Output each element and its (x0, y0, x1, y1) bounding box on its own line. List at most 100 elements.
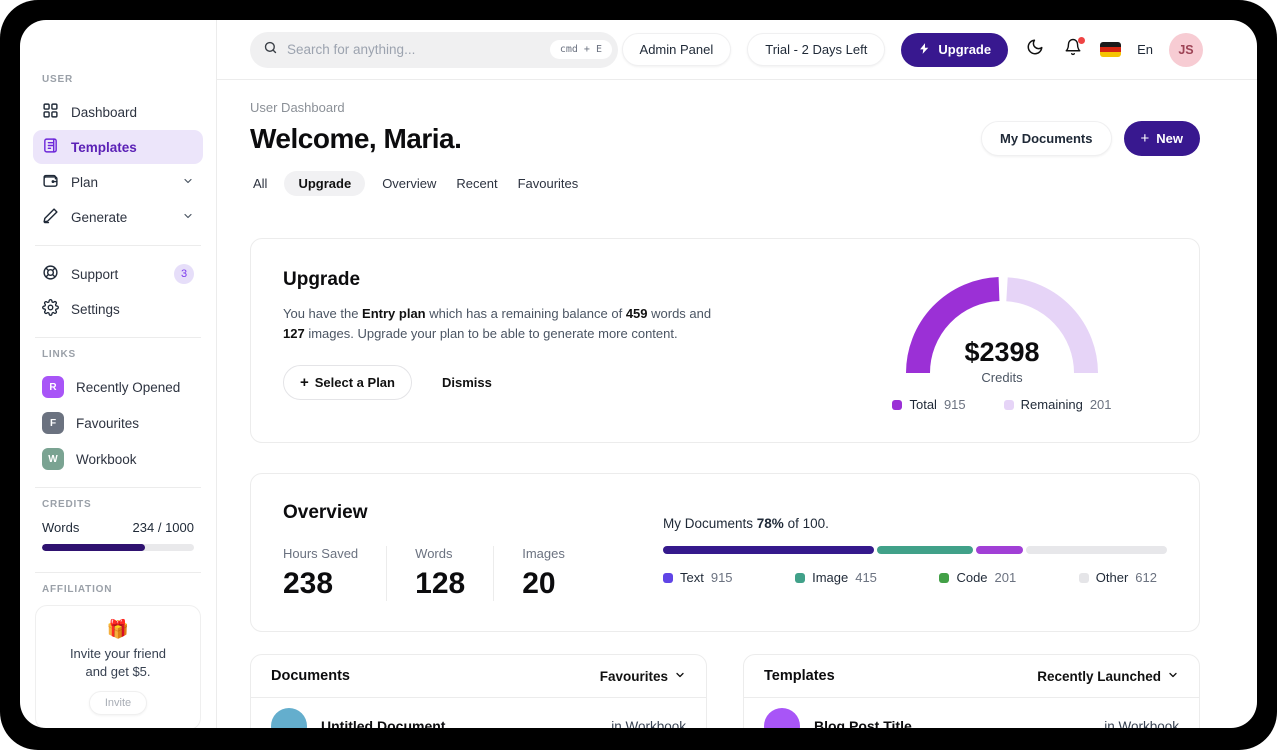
affiliation-card: 🎁 Invite your friend and get $5. Invite (35, 605, 201, 728)
legend-image: Image 415 (795, 570, 877, 585)
bar-segment-text (663, 546, 875, 554)
documents-card: Documents Favourites Untitled Document i… (250, 654, 707, 728)
sidebar-section-links: LINKS (42, 349, 76, 360)
credits-progress-fill (42, 544, 146, 551)
chevron-down-icon (674, 669, 686, 684)
stat-hours-saved: Hours Saved 238 (283, 546, 388, 601)
sidebar-divider (35, 572, 201, 573)
lightning-icon (918, 42, 931, 58)
sidebar-item-generate[interactable]: Generate (33, 200, 203, 234)
tab-recent[interactable]: Recent (456, 176, 498, 191)
documents-usage-caption: My Documents 78% of 100. (663, 516, 829, 531)
sidebar-item-label: Generate (71, 209, 128, 225)
sidebar-divider (35, 487, 201, 488)
trial-status-button[interactable]: Trial - 2 Days Left (747, 33, 886, 66)
document-location: in Workbook (611, 718, 686, 729)
template-location: in Workbook (1104, 718, 1179, 729)
german-flag-icon[interactable] (1100, 42, 1122, 57)
templates-card: Templates Recently Launched Blog Post Ti… (743, 654, 1200, 728)
gauge-arcs (906, 277, 1098, 374)
overview-stats: Overview Hours Saved 238 Words 128 Image… (283, 502, 635, 601)
chevron-down-icon (1167, 669, 1179, 684)
search-bar[interactable]: cmd + E (250, 31, 618, 68)
chevron-down-icon (182, 210, 194, 225)
sidebar-divider (35, 245, 201, 246)
sidebar-item-templates[interactable]: Templates (33, 130, 203, 164)
tab-favourites[interactable]: Favourites (517, 176, 579, 191)
usage-legend: Text 915 Image 415 Code 201 (663, 570, 1167, 585)
search-shortcut-kbd: cmd + E (549, 40, 612, 59)
sidebar-item-dashboard[interactable]: Dashboard (33, 95, 203, 129)
credits-value: $2398 (964, 337, 1040, 367)
upgrade-button[interactable]: Upgrade (901, 32, 1009, 67)
dismiss-button[interactable]: Dismiss (441, 375, 492, 391)
legend-swatch (1078, 572, 1089, 583)
notification-dot (1078, 36, 1086, 44)
templates-card-header: Templates Recently Launched (744, 655, 1199, 698)
main-area: cmd + E Admin Panel Trial - 2 Days Left … (217, 20, 1257, 728)
legend-total: Total 915 (892, 397, 966, 412)
sidebar-item-settings[interactable]: Settings (33, 292, 203, 326)
lifebuoy-icon (42, 264, 59, 284)
documents-card-header: Documents Favourites (251, 655, 706, 698)
template-row[interactable]: Blog Post Title in Workbook (744, 698, 1199, 728)
bar-segment-code (976, 546, 1023, 554)
title-actions: My Documents + New (981, 121, 1200, 156)
link-initial-badge: F (42, 412, 64, 434)
documents-usage: My Documents 78% of 100. Text 915 (663, 502, 1167, 601)
user-avatar[interactable]: JS (1169, 32, 1203, 67)
link-workbook[interactable]: W Workbook (33, 442, 203, 476)
page-content: User Dashboard Welcome, Maria. My Docume… (217, 80, 1257, 728)
document-name: Untitled Document (321, 718, 446, 728)
templates-filter-dropdown[interactable]: Recently Launched (1037, 669, 1179, 684)
new-button[interactable]: + New (1123, 121, 1200, 156)
credits-gauge: $2398 Credits Total 915 Remaining (877, 269, 1127, 412)
legend-text: Text 915 (663, 570, 733, 585)
bar-segment-other (1025, 546, 1167, 554)
legend-swatch (939, 572, 950, 583)
link-recently-opened[interactable]: R Recently Opened (33, 370, 203, 404)
bar-segment-image (877, 546, 974, 554)
select-plan-button[interactable]: + Select a Plan (283, 365, 412, 401)
documents-filter-dropdown[interactable]: Favourites (600, 669, 686, 684)
sidebar-item-label: Templates (71, 139, 137, 155)
credits-words-label: Words (42, 520, 80, 535)
notifications-button[interactable] (1062, 36, 1086, 61)
legend-other: Other 612 (1078, 570, 1157, 585)
link-initial-badge: R (42, 376, 64, 398)
tab-all[interactable]: All (253, 176, 268, 191)
sidebar-item-label: Settings (71, 301, 120, 317)
stats-row: Hours Saved 238 Words 128 Images 20 (283, 546, 635, 601)
gauge-total-arc (906, 277, 1000, 374)
pencil-icon (42, 207, 59, 227)
tab-upgrade[interactable]: Upgrade (284, 171, 366, 196)
templates-card-title: Templates (764, 668, 835, 684)
legend-swatch (892, 399, 903, 410)
template-avatar (764, 708, 800, 728)
images-balance: 127 (283, 326, 305, 342)
topbar: cmd + E Admin Panel Trial - 2 Days Left … (217, 20, 1257, 80)
admin-panel-button[interactable]: Admin Panel (621, 33, 732, 66)
stat-words: Words 128 (415, 546, 495, 601)
link-label: Recently Opened (76, 379, 181, 395)
tab-bar: All Upgrade Overview Recent Favourites (250, 171, 1200, 196)
sidebar-item-support[interactable]: Support 3 (33, 257, 203, 291)
my-documents-button[interactable]: My Documents (981, 121, 1112, 156)
link-label: Workbook (76, 451, 137, 467)
upgrade-description: You have the Entry plan which has a rema… (283, 306, 712, 342)
tab-overview[interactable]: Overview (382, 176, 437, 191)
sidebar-item-plan[interactable]: Plan (33, 165, 203, 199)
dark-mode-toggle[interactable] (1024, 39, 1046, 61)
documents-card-title: Documents (271, 668, 350, 684)
search-input[interactable] (287, 42, 541, 57)
sidebar-section-affiliation: AFFILIATION (42, 584, 113, 595)
affiliation-text: Invite your friend and get $5. (69, 646, 167, 679)
language-selector[interactable]: En (1137, 42, 1153, 57)
gear-icon (42, 299, 59, 319)
document-row[interactable]: Untitled Document in Workbook (251, 698, 706, 728)
upgrade-card-text: Upgrade You have the Entry plan which ha… (283, 269, 713, 412)
plus-icon: + (300, 374, 309, 392)
link-favourites[interactable]: F Favourites (33, 406, 203, 440)
invite-button[interactable]: Invite (88, 691, 148, 716)
